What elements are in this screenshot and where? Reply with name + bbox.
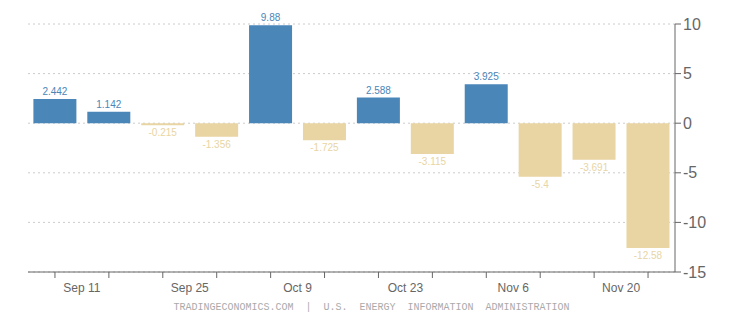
html-text:TRADINGECONOMICS.COM | U.S. EN: TRADINGECONOMICS.COM | U.S. ENERGY INFOR… [173,302,570,313]
svg-text:9.88: 9.88 [261,12,281,23]
svg-text:-3.691: -3.691 [580,162,609,173]
svg-text:Nov 6: Nov 6 [498,281,530,295]
svg-text:-10: -10 [683,214,706,231]
svg-text:Sep 25: Sep 25 [171,281,209,295]
svg-text:-12.58: -12.58 [634,250,663,261]
svg-text:2.588: 2.588 [366,85,391,96]
svg-text:10: 10 [683,16,701,33]
svg-text:Nov 20: Nov 20 [602,281,640,295]
svg-text:-1.725: -1.725 [310,142,339,153]
svg-text:-5: -5 [683,164,697,181]
svg-text:Oct 9: Oct 9 [283,281,312,295]
svg-text:0: 0 [683,115,692,132]
svg-text:-1.356: -1.356 [202,139,231,150]
svg-text:1.142: 1.142 [96,99,121,110]
svg-text:-3.115: -3.115 [418,156,446,167]
svg-text:5: 5 [683,65,692,82]
svg-text:Oct 23: Oct 23 [388,281,424,295]
svg-text:-5.4: -5.4 [532,179,550,190]
svg-text:-0.215: -0.215 [149,127,178,138]
svg-text:-15: -15 [683,264,706,281]
svg-text:3.925: 3.925 [474,71,499,82]
svg-text:2.442: 2.442 [42,86,67,97]
svg-text:Sep 11: Sep 11 [63,281,100,295]
